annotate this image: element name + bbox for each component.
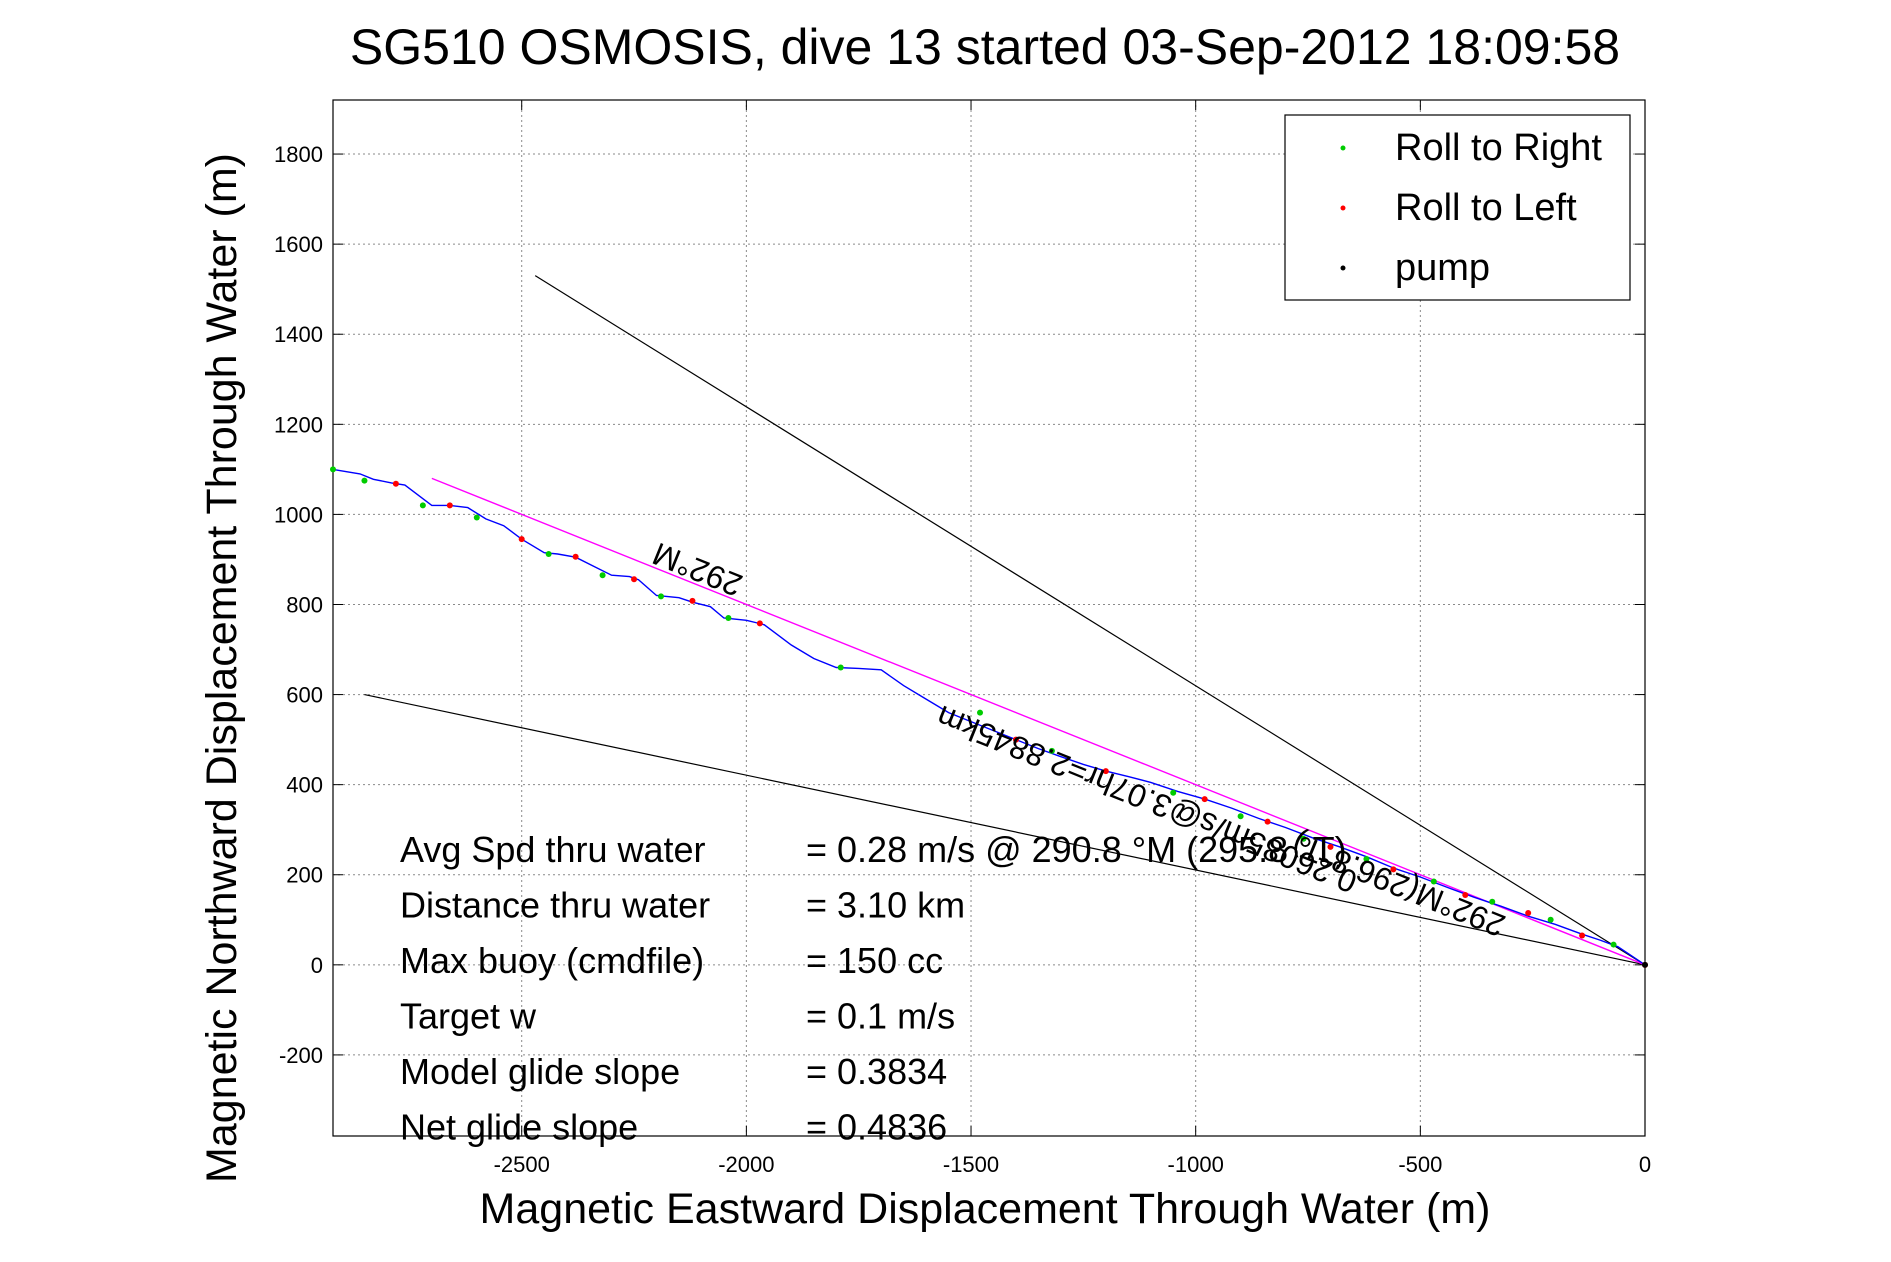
roll-right-point bbox=[545, 551, 552, 558]
chart-title: SG510 OSMOSIS, dive 13 started 03-Sep-20… bbox=[350, 19, 1620, 75]
roll-right-point bbox=[1547, 916, 1554, 923]
roll-left-point bbox=[446, 502, 453, 509]
roll-left-point bbox=[1102, 768, 1109, 775]
roll-right-point bbox=[361, 477, 368, 484]
stat-label: Max buoy (cmdfile) bbox=[400, 940, 704, 981]
y-axis-label: Magnetic Northward Displacement Through … bbox=[198, 153, 246, 1183]
heading-line-group bbox=[431, 477, 1646, 966]
dive-stats: Avg Spd thru water = 0.28 m/s @ 290.8 °M … bbox=[400, 829, 1347, 1148]
roll-left-point bbox=[1264, 818, 1271, 825]
roll-left-point bbox=[1525, 910, 1532, 917]
roll-left-point bbox=[1390, 866, 1397, 873]
x-tick-label: 0 bbox=[1639, 1152, 1651, 1177]
legend-label: pump bbox=[1395, 247, 1490, 289]
heading-line bbox=[431, 477, 1646, 966]
roll-right-point bbox=[1170, 789, 1177, 796]
upper-bound-line bbox=[534, 275, 1646, 966]
roll-left-point bbox=[1327, 843, 1334, 850]
roll-right-point bbox=[473, 514, 480, 521]
roll-left-point bbox=[1201, 796, 1208, 803]
y-tick-label: 1800 bbox=[274, 142, 323, 167]
roll-right-point bbox=[599, 572, 606, 579]
stat-label: Net glide slope bbox=[400, 1107, 638, 1148]
legend-label: Roll to Right bbox=[1395, 127, 1602, 169]
y-tick-label: 600 bbox=[286, 683, 323, 708]
y-tick-label: -200 bbox=[279, 1043, 323, 1068]
x-tick-label: -1000 bbox=[1168, 1152, 1224, 1177]
roll-left-point bbox=[631, 576, 638, 583]
roll-left-point bbox=[518, 536, 525, 543]
roll-left-point bbox=[1012, 736, 1019, 743]
legend-marker bbox=[1340, 145, 1346, 151]
legend-marker bbox=[1340, 265, 1346, 271]
roll-right-point bbox=[330, 466, 336, 473]
roll-points bbox=[330, 466, 1648, 968]
roll-left-point bbox=[572, 553, 579, 560]
roll-right-point bbox=[1363, 855, 1370, 862]
roll-left-point bbox=[1579, 932, 1586, 939]
roll-right-point bbox=[1430, 878, 1437, 885]
dive-track-line bbox=[332, 468, 1646, 966]
roll-left-point bbox=[1462, 892, 1469, 899]
x-tick-label: -2000 bbox=[718, 1152, 774, 1177]
y-tick-label: 400 bbox=[286, 773, 323, 798]
stat-value: = 3.10 km bbox=[806, 885, 965, 926]
stat-label: Avg Spd thru water bbox=[400, 829, 706, 870]
y-tick-label: 800 bbox=[286, 592, 323, 617]
roll-right-point bbox=[1300, 835, 1307, 842]
lower-bound-line bbox=[364, 693, 1646, 966]
roll-right-point bbox=[725, 615, 732, 621]
y-tick-label: 0 bbox=[311, 953, 323, 978]
grid-lines bbox=[333, 100, 1645, 1136]
roll-right-point bbox=[1489, 898, 1496, 905]
stat-label: Model glide slope bbox=[400, 1051, 680, 1092]
x-tick-label: -500 bbox=[1398, 1152, 1442, 1177]
legend: Roll to Right Roll to Left pump bbox=[1284, 114, 1631, 301]
roll-right-point bbox=[977, 709, 984, 716]
roll-right-point bbox=[658, 593, 664, 600]
y-tick-label: 1200 bbox=[274, 412, 323, 437]
stat-label: Distance thru water bbox=[400, 885, 710, 926]
stat-value: = 0.1 m/s bbox=[806, 996, 955, 1037]
stat-value: = 0.3834 bbox=[806, 1051, 947, 1092]
x-tick-label: -1500 bbox=[943, 1152, 999, 1177]
roll-right-point bbox=[419, 502, 426, 509]
roll-right-point bbox=[1610, 941, 1617, 948]
axis-ticks: -2500 -2000 -1500 -1000 -500 0-20002004006008… bbox=[274, 100, 1651, 1177]
stat-label: Target w bbox=[400, 996, 537, 1037]
y-tick-label: 1000 bbox=[274, 502, 323, 527]
stat-value: = 0.28 m/s @ 290.8 °M (295.8 °T) bbox=[806, 829, 1347, 870]
legend-marker bbox=[1340, 205, 1346, 211]
y-tick-label: 1400 bbox=[274, 322, 323, 347]
y-tick-label: 200 bbox=[286, 863, 323, 888]
bound-lines bbox=[364, 275, 1646, 966]
dive-track-group bbox=[332, 468, 1646, 966]
roll-left-point bbox=[392, 480, 399, 487]
pump-point bbox=[1642, 961, 1648, 968]
roll-right-point bbox=[1048, 747, 1055, 754]
x-tick-label: -2500 bbox=[494, 1152, 550, 1177]
stat-value: = 0.4836 bbox=[806, 1107, 947, 1148]
stat-value: = 150 cc bbox=[806, 940, 943, 981]
roll-right-point bbox=[837, 664, 844, 671]
y-tick-label: 1600 bbox=[274, 232, 323, 257]
roll-left-point bbox=[756, 620, 763, 627]
legend-label: Roll to Left bbox=[1395, 187, 1577, 229]
roll-right-point bbox=[1237, 813, 1244, 820]
roll-left-point bbox=[689, 597, 696, 604]
x-axis-label: Magnetic Eastward Displacement Through W… bbox=[480, 1185, 1491, 1233]
